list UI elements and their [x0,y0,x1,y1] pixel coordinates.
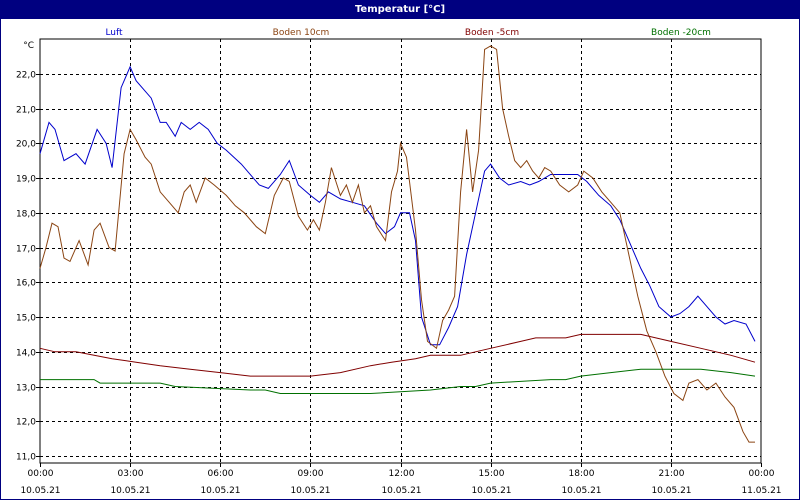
y-tick-label: 21,0 [16,106,36,116]
y-tick-label: 12,0 [16,418,36,428]
y-tick-label: 15,0 [16,314,36,324]
y-tick-label: 20,0 [16,140,36,150]
x-tick-time-label: 18:00 [569,469,595,479]
x-tick-date-label: 11.05.21 [741,486,781,496]
x-tick-time-label: 00:00 [28,469,54,479]
plot-area [39,38,762,464]
y-tick-label: 22,0 [16,71,36,81]
y-tick-label: 13,0 [16,384,36,394]
series-line-1 [39,65,756,346]
x-tick-time-label: 09:00 [298,469,324,479]
x-tick-time-label: 06:00 [208,469,234,479]
series-line-4 [40,368,756,394]
x-tick-date-label: 10.05.21 [110,486,150,496]
chart-title: Temperatur [°C] [1,1,799,19]
x-tick-date-label: 10.05.21 [290,486,330,496]
x-tick-time-label: 12:00 [389,469,415,479]
x-tick-time-label: 15:00 [479,469,505,479]
y-tick-label: 19,0 [16,175,36,185]
x-tick-date-label: 10.05.21 [651,486,691,496]
x-tick-date-label: 10.05.21 [561,486,601,496]
x-tick-date-label: 10.05.21 [471,486,511,496]
legend-entry-2: Boden 10cm [273,28,330,38]
x-tick-date-label: 10.05.21 [200,486,240,496]
y-tick-label: 17,0 [16,245,36,255]
y-tick-label: 11,0 [16,453,36,463]
series-line-3 [39,333,756,377]
x-tick-time-label: 03:00 [118,469,144,479]
legend-entry-4: Boden -20cm [651,28,711,38]
series-line-2 [39,45,755,443]
legend-entry-1: Luft [105,28,123,38]
x-tick-date-label: 10.05.21 [20,486,60,496]
y-tick-label: 16,0 [16,279,36,289]
x-tick-date-label: 10.05.21 [381,486,421,496]
x-tick-time-label: 21:00 [659,469,685,479]
y-tick-label: 18,0 [16,210,36,220]
y-tick-label: 14,0 [16,349,36,359]
y-axis-unit: °C [23,41,34,51]
x-tick-time-label: 00:00 [749,469,775,479]
legend-entry-3: Boden -5cm [465,28,519,38]
